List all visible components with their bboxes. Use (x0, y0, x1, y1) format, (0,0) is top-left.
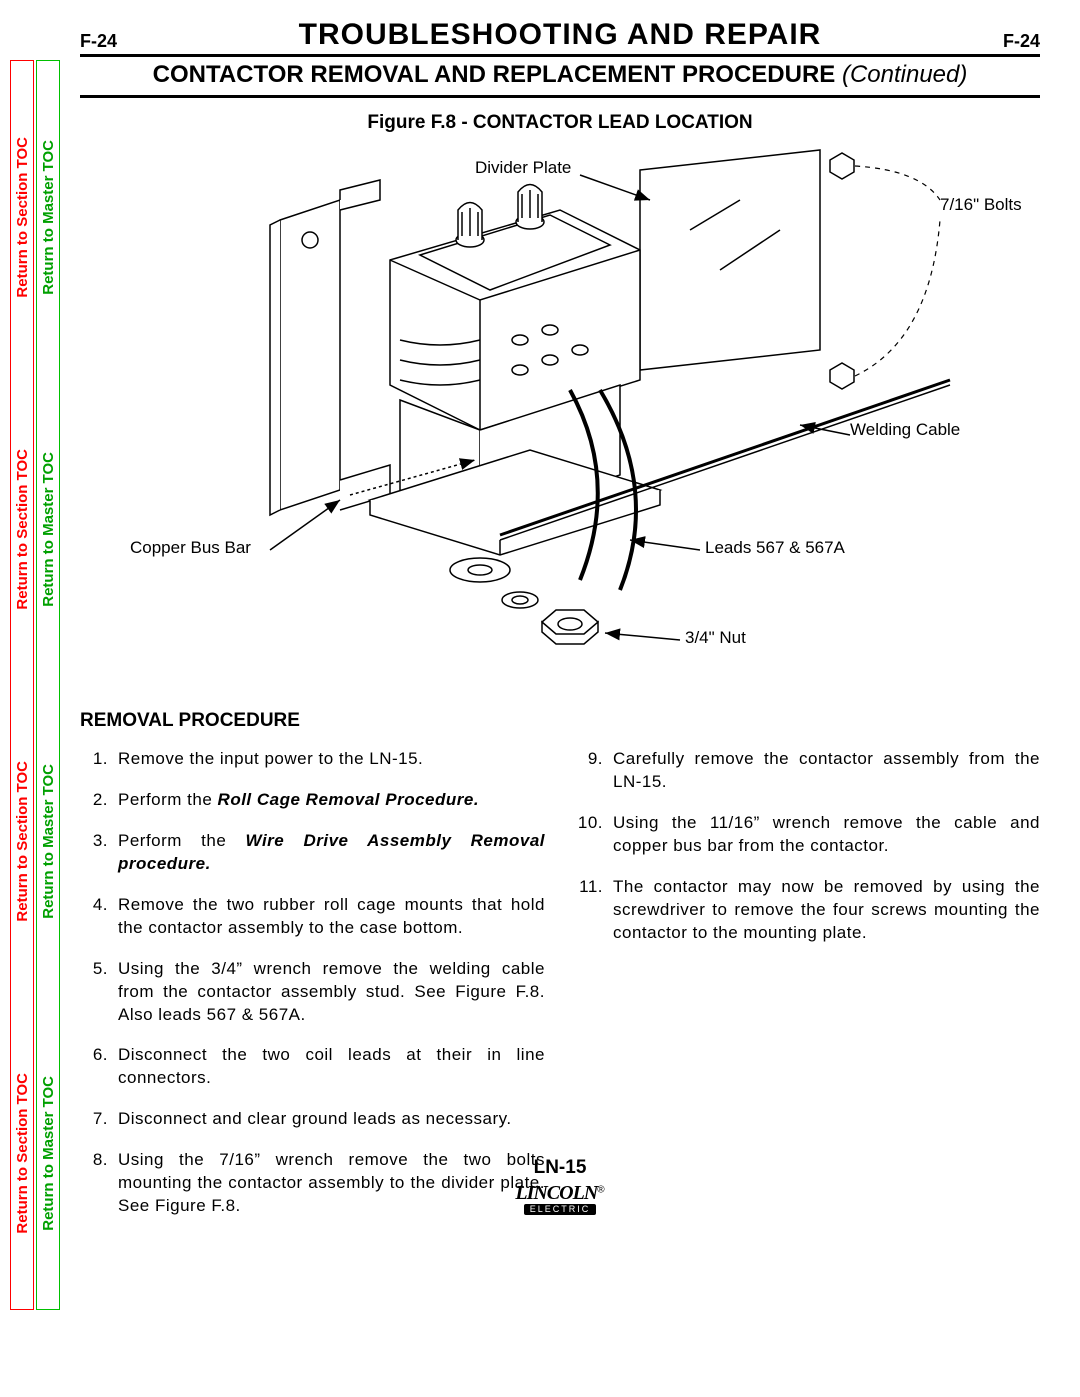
tab-label: Return to Section TOC (14, 137, 31, 298)
section-subtitle: CONTACTOR REMOVAL AND REPLACEMENT PROCED… (80, 57, 1040, 98)
subtitle-main: CONTACTOR REMOVAL AND REPLACEMENT PROCED… (153, 61, 836, 88)
label-bolts: 7/16" Bolts (940, 195, 1022, 215)
label-leads: Leads 567 & 567A (705, 538, 845, 558)
tab-label: Return to Master TOC (40, 140, 57, 295)
tab-label: Return to Section TOC (14, 761, 31, 922)
procedure-step: 1.Remove the input power to the LN-15. (80, 748, 545, 771)
procedure-step: 7.Disconnect and clear ground leads as n… (80, 1108, 545, 1131)
procedure-step: 11.The contactor may now be removed by u… (575, 876, 1040, 945)
procedure-list-left: 1.Remove the input power to the LN-15. 2.… (80, 748, 545, 1218)
label-nut: 3/4" Nut (685, 628, 746, 648)
tab-label: Return to Master TOC (40, 764, 57, 919)
label-welding-cable: Welding Cable (850, 420, 960, 440)
side-tabs: Return to Section TOC Return to Section … (10, 60, 62, 1310)
figure-title: Figure F.8 - CONTACTOR LEAD LOCATION (80, 112, 1040, 134)
tab-label: Return to Master TOC (40, 452, 57, 607)
label-divider-plate: Divider Plate (475, 158, 571, 178)
procedure-step: 4.Remove the two rubber roll cage mounts… (80, 894, 545, 940)
removal-heading: REMOVAL PROCEDURE (80, 710, 1040, 732)
procedure-step: 5.Using the 3/4” wrench remove the weldi… (80, 958, 545, 1027)
procedure-step: 10.Using the 11/16” wrench remove the ca… (575, 812, 1040, 858)
footer: LN-15 LINCOLN® ELECTRIC (80, 1157, 1040, 1220)
subtitle-continued: (Continued) (842, 61, 967, 88)
page-number-right: F-24 (1003, 31, 1040, 52)
brand-logo: LINCOLN® ELECTRIC (515, 1183, 604, 1219)
figure-diagram: Divider Plate 7/16" Bolts Welding Cable … (80, 140, 1040, 700)
procedure-step: 3.Perform the Wire Drive Assembly Remova… (80, 830, 545, 876)
tab-label: Return to Section TOC (14, 1073, 31, 1234)
header-row: F-24 TROUBLESHOOTING AND REPAIR F-24 (80, 18, 1040, 57)
label-copper-bus-bar: Copper Bus Bar (130, 538, 251, 558)
procedure-list-right: 9.Carefully remove the contactor assembl… (575, 748, 1040, 945)
tab-master-toc[interactable]: Return to Master TOC Return to Master TO… (36, 60, 60, 1310)
page-number-left: F-24 (80, 31, 117, 52)
procedure-step: 6.Disconnect the two coil leads at their… (80, 1044, 545, 1090)
footer-model: LN-15 (80, 1157, 1040, 1179)
brand-name: LINCOLN (515, 1182, 597, 1204)
page-title: TROUBLESHOOTING AND REPAIR (299, 18, 822, 52)
tab-label: Return to Section TOC (14, 449, 31, 610)
procedure-step: 2.Perform the Roll Cage Removal Procedur… (80, 789, 545, 812)
registered-icon: ® (597, 1185, 604, 1196)
tab-section-toc[interactable]: Return to Section TOC Return to Section … (10, 60, 34, 1310)
brand-sub: ELECTRIC (524, 1204, 597, 1215)
tab-label: Return to Master TOC (40, 1076, 57, 1231)
page-content: F-24 TROUBLESHOOTING AND REPAIR F-24 CON… (80, 18, 1040, 1236)
procedure-step: 9.Carefully remove the contactor assembl… (575, 748, 1040, 794)
